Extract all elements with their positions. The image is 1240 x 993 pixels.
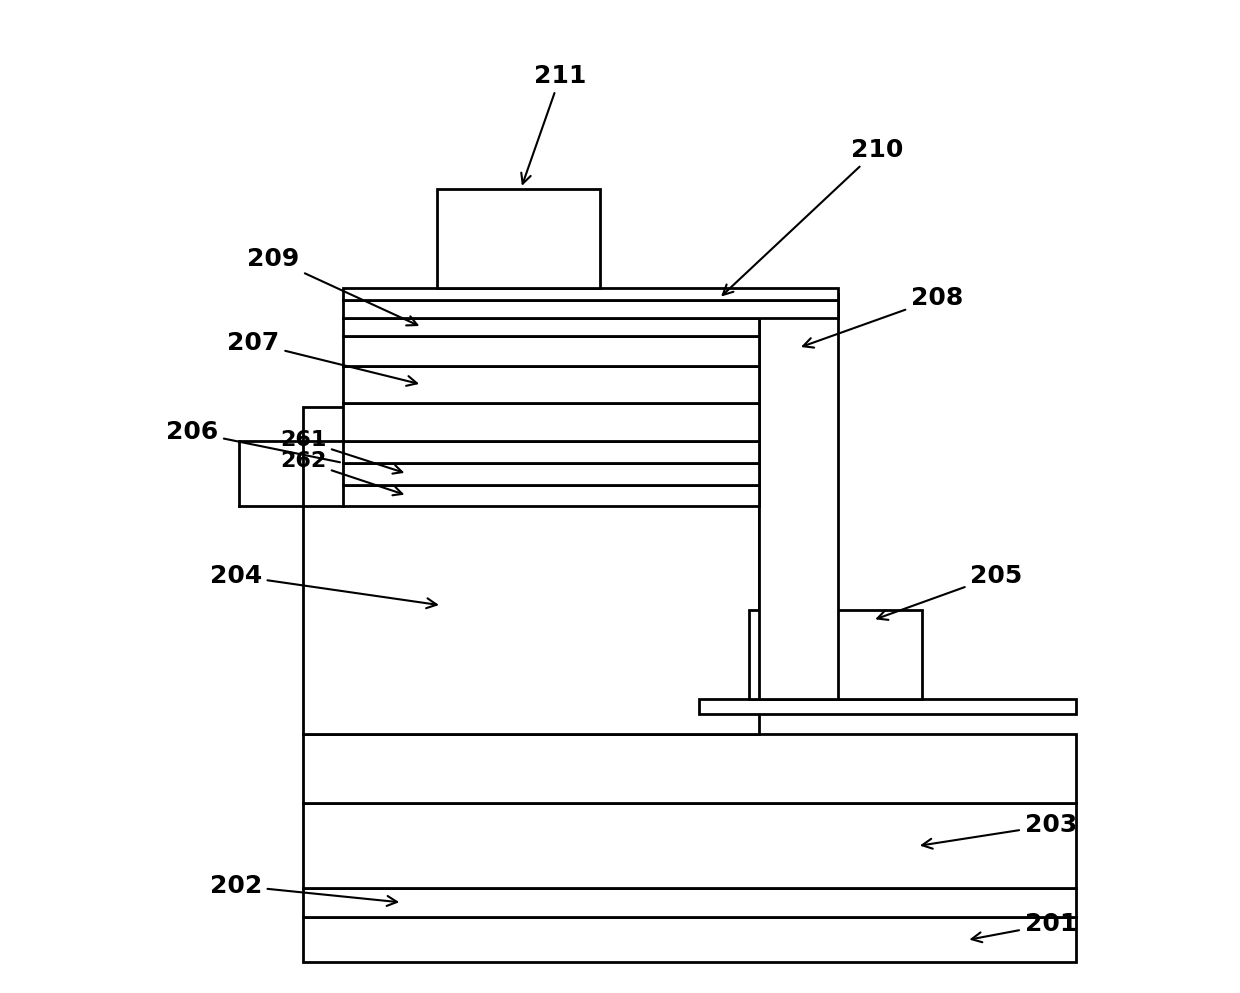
Text: 205: 205 bbox=[878, 564, 1023, 620]
Bar bbox=[436, 189, 600, 288]
Text: 208: 208 bbox=[804, 286, 963, 348]
Bar bbox=[759, 294, 838, 699]
Bar bbox=[342, 319, 759, 336]
Bar bbox=[342, 336, 759, 365]
Bar bbox=[342, 403, 759, 441]
Text: 210: 210 bbox=[723, 138, 904, 295]
Text: 209: 209 bbox=[247, 247, 418, 326]
Bar bbox=[342, 441, 759, 463]
Bar bbox=[342, 463, 759, 485]
Bar bbox=[342, 365, 759, 403]
Text: 203: 203 bbox=[923, 813, 1076, 849]
Bar bbox=[303, 407, 759, 734]
Bar bbox=[303, 888, 1075, 918]
Bar bbox=[342, 301, 838, 319]
Text: 201: 201 bbox=[972, 913, 1076, 942]
Text: 207: 207 bbox=[227, 331, 417, 386]
Text: 262: 262 bbox=[280, 451, 402, 496]
Text: 261: 261 bbox=[280, 430, 402, 474]
Bar bbox=[749, 611, 923, 699]
Bar bbox=[699, 699, 1075, 714]
Text: 211: 211 bbox=[521, 64, 587, 184]
Bar bbox=[303, 803, 1075, 888]
Text: 206: 206 bbox=[166, 420, 340, 463]
Bar bbox=[303, 918, 1075, 962]
Bar bbox=[303, 734, 1075, 803]
Bar bbox=[342, 288, 838, 301]
Bar bbox=[342, 485, 759, 506]
Text: 204: 204 bbox=[210, 564, 436, 609]
Text: 202: 202 bbox=[210, 874, 397, 906]
